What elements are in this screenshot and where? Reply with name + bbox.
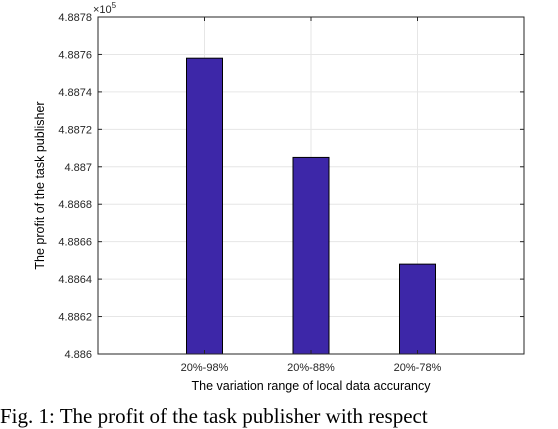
y-tick-label: 4.8872 bbox=[58, 124, 92, 136]
x-tick-label: 20%-98% bbox=[181, 362, 229, 374]
x-tick-label: 20%-88% bbox=[287, 362, 335, 374]
bar-20%-78% bbox=[399, 263, 436, 355]
bar-chart: 4.886 4.8862 4.8864 4.8866 4.8868 4.887 4.8872… bbox=[33, 1, 525, 393]
figure-caption: Fig. 1: The profit of the task publisher… bbox=[0, 404, 428, 428]
y-tick-label: 4.8862 bbox=[58, 312, 92, 324]
y-tick-label: 4.886 bbox=[64, 349, 92, 361]
y-axis-label: The profit of the task publisher bbox=[33, 101, 47, 269]
bars bbox=[186, 57, 436, 355]
y-tick-label: 4.8864 bbox=[58, 274, 92, 286]
y-tick-label: 4.8878 bbox=[58, 12, 92, 24]
y-tick-label: 4.887 bbox=[64, 162, 92, 174]
x-axis-label: The variation range of local data accura… bbox=[191, 379, 431, 393]
y-tick-label: 4.8874 bbox=[58, 87, 92, 99]
y-axis-exponent: ×105 bbox=[93, 1, 117, 16]
y-tick-label: 4.8868 bbox=[58, 199, 92, 211]
y-tick-label: 4.8866 bbox=[58, 237, 92, 249]
bar-20%-98% bbox=[186, 57, 223, 355]
y-tick-label: 4.8876 bbox=[58, 49, 92, 61]
x-tick-label: 20%-78% bbox=[394, 362, 442, 374]
axis-ticks: 4.886 4.8862 4.8864 4.8866 4.8868 4.887 4.8872… bbox=[58, 12, 524, 374]
bar-20%-88% bbox=[292, 156, 330, 355]
